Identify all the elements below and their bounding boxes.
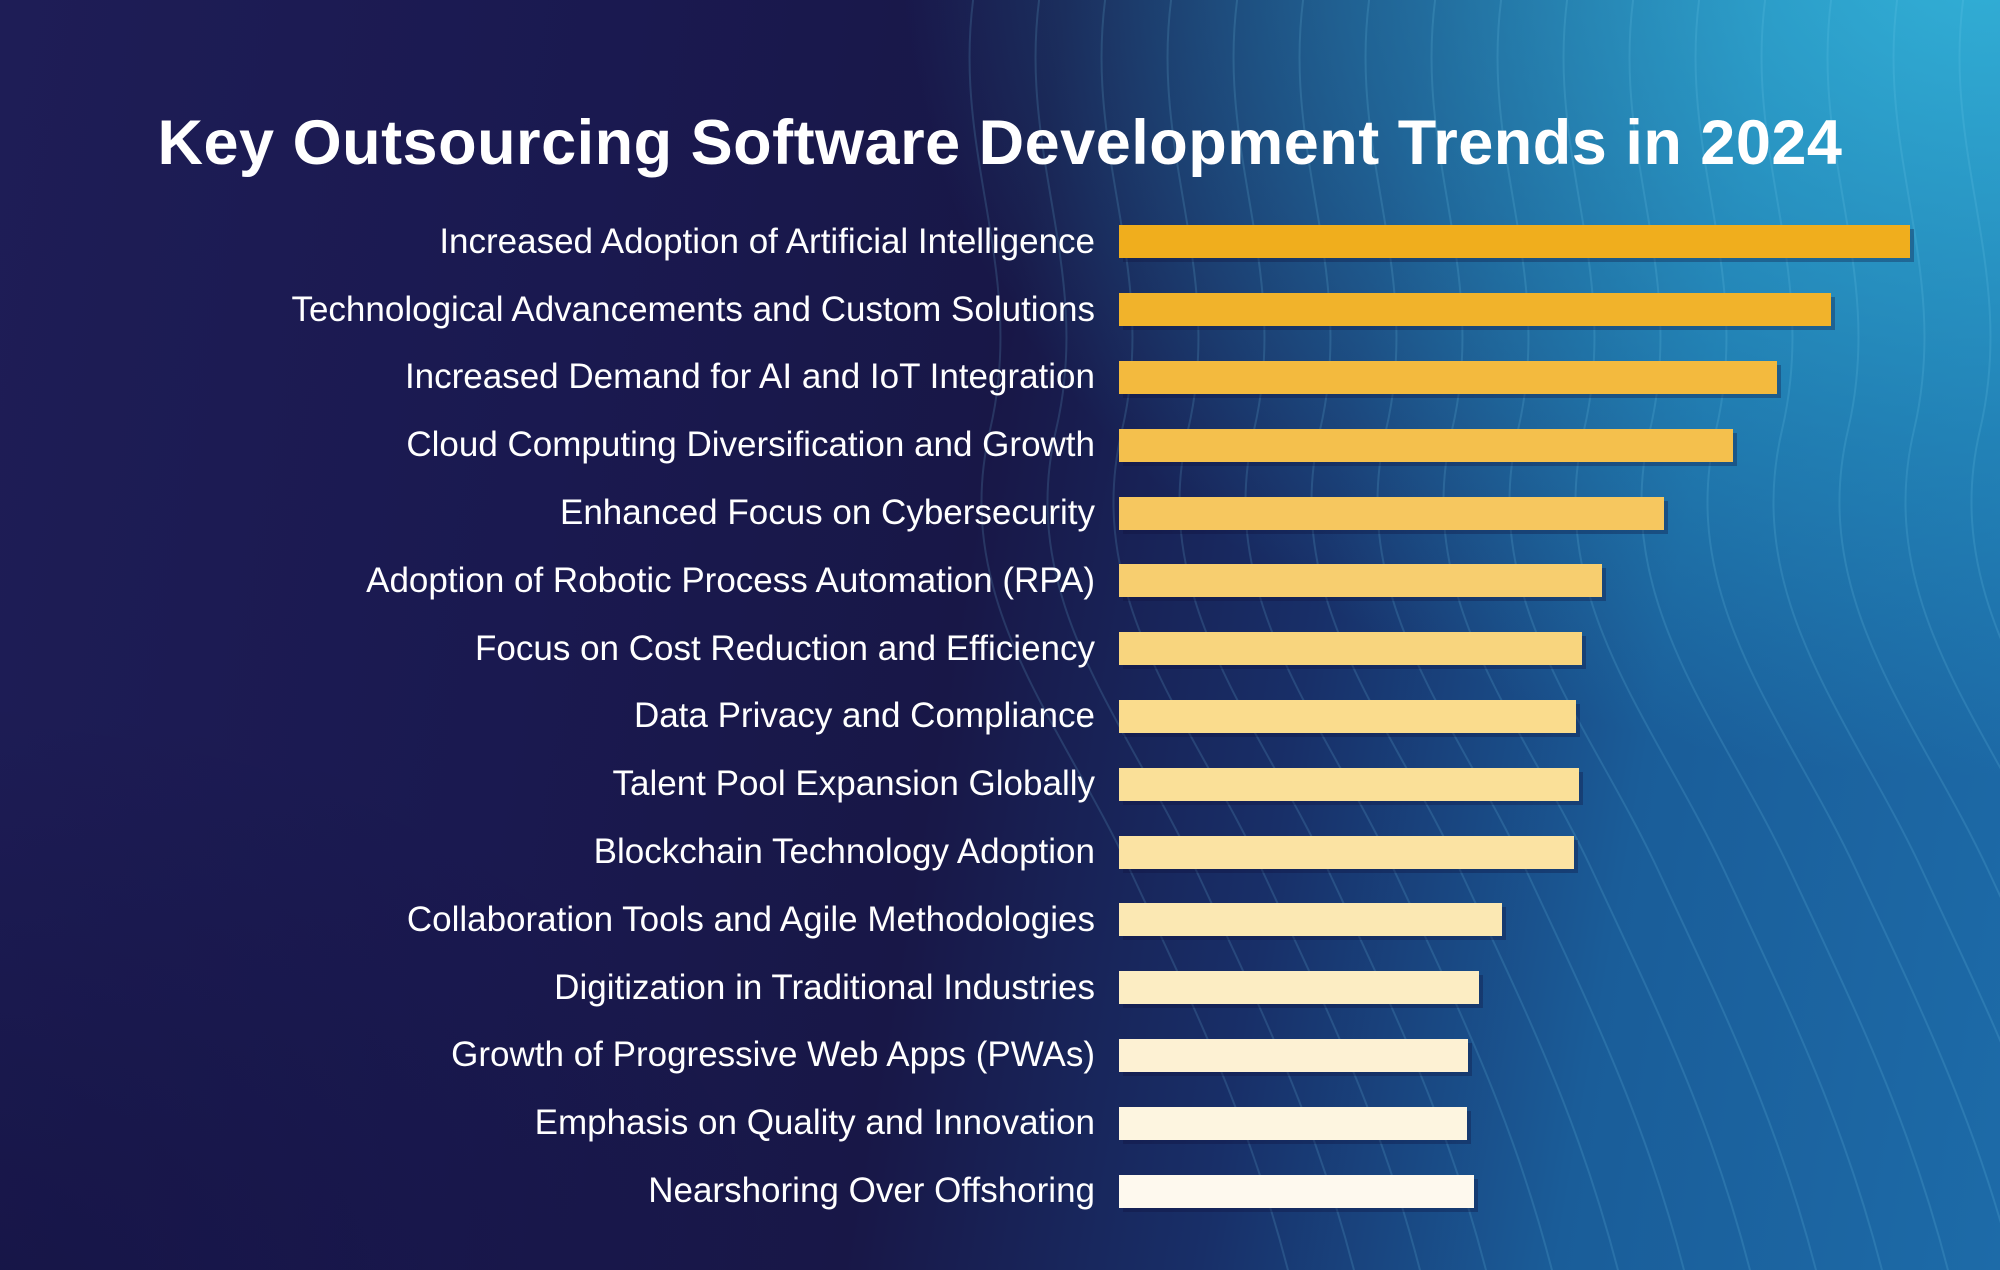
chart-row: Talent Pool Expansion Globally bbox=[0, 750, 2000, 818]
chart-row: Cloud Computing Diversification and Grow… bbox=[0, 411, 2000, 479]
category-label: Emphasis on Quality and Innovation bbox=[534, 1103, 1095, 1143]
chart-row: Collaboration Tools and Agile Methodolog… bbox=[0, 886, 2000, 954]
chart-row: Growth of Progressive Web Apps (PWAs) bbox=[0, 1022, 2000, 1090]
category-label: Increased Demand for AI and IoT Integrat… bbox=[404, 357, 1095, 397]
chart-row: Emphasis on Quality and Innovation bbox=[0, 1089, 2000, 1157]
category-label: Focus on Cost Reduction and Efficiency bbox=[475, 628, 1095, 668]
category-label: Growth of Progressive Web Apps (PWAs) bbox=[451, 1035, 1095, 1075]
category-label: Cloud Computing Diversification and Grow… bbox=[406, 425, 1095, 465]
chart-row: Nearshoring Over Offshoring bbox=[0, 1157, 2000, 1225]
chart-row: Adoption of Robotic Process Automation (… bbox=[0, 547, 2000, 615]
chart-title: Key Outsourcing Software Development Tre… bbox=[157, 108, 1843, 179]
value-bar bbox=[1119, 428, 1733, 462]
value-bar bbox=[1119, 1106, 1467, 1140]
chart-row: Focus on Cost Reduction and Efficiency bbox=[0, 615, 2000, 683]
bar-chart: Increased Adoption of Artificial Intelli… bbox=[0, 208, 2000, 1225]
value-bar bbox=[1119, 767, 1579, 801]
value-bar bbox=[1119, 225, 1910, 259]
chart-row: Technological Advancements and Custom So… bbox=[0, 276, 2000, 344]
chart-row: Digitization in Traditional Industries bbox=[0, 954, 2000, 1022]
value-bar bbox=[1119, 971, 1479, 1005]
value-bar bbox=[1119, 699, 1576, 733]
category-label: Enhanced Focus on Cybersecurity bbox=[560, 493, 1095, 533]
chart-row: Blockchain Technology Adoption bbox=[0, 818, 2000, 886]
chart-row: Increased Demand for AI and IoT Integrat… bbox=[0, 344, 2000, 412]
category-label: Digitization in Traditional Industries bbox=[554, 967, 1095, 1007]
chart-row: Increased Adoption of Artificial Intelli… bbox=[0, 208, 2000, 276]
value-bar bbox=[1119, 835, 1574, 869]
category-label: Adoption of Robotic Process Automation (… bbox=[366, 560, 1095, 600]
category-label: Increased Adoption of Artificial Intelli… bbox=[439, 221, 1095, 261]
category-label: Blockchain Technology Adoption bbox=[593, 832, 1095, 872]
category-label: Technological Advancements and Custom So… bbox=[291, 289, 1095, 329]
value-bar bbox=[1119, 564, 1602, 598]
value-bar bbox=[1119, 360, 1777, 394]
chart-row: Enhanced Focus on Cybersecurity bbox=[0, 479, 2000, 547]
value-bar bbox=[1119, 1174, 1474, 1208]
category-label: Talent Pool Expansion Globally bbox=[612, 764, 1095, 804]
category-label: Nearshoring Over Offshoring bbox=[648, 1171, 1095, 1211]
chart-row: Data Privacy and Compliance bbox=[0, 683, 2000, 751]
category-label: Data Privacy and Compliance bbox=[633, 696, 1095, 736]
value-bar bbox=[1119, 632, 1582, 666]
value-bar bbox=[1119, 293, 1831, 327]
value-bar bbox=[1119, 903, 1502, 937]
value-bar bbox=[1119, 1038, 1468, 1072]
value-bar bbox=[1119, 496, 1664, 530]
category-label: Collaboration Tools and Agile Methodolog… bbox=[406, 899, 1095, 939]
